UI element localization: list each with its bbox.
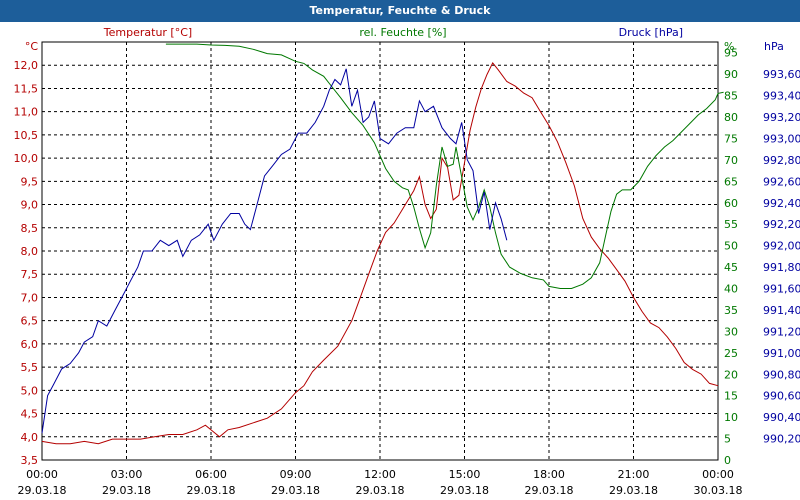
humidity-tick-label: 70 bbox=[724, 154, 738, 167]
series-line-humidity bbox=[165, 43, 724, 289]
temperature-tick-label: 9,0 bbox=[21, 199, 39, 212]
chart-title: Temperatur, Feuchte & Druck bbox=[0, 0, 800, 22]
temperature-tick-label: 11,5 bbox=[14, 82, 39, 95]
x-tick-time: 12:00 bbox=[364, 468, 396, 481]
humidity-tick-label: 95 bbox=[724, 47, 738, 60]
weather-chart: Temperatur [°C] rel. Feuchte [%] Druck [… bbox=[0, 22, 800, 500]
x-tick-time: 06:00 bbox=[195, 468, 227, 481]
pressure-tick-label: 993,60 bbox=[763, 68, 800, 81]
pressure-tick-label: 991,40 bbox=[763, 304, 800, 317]
humidity-tick-label: 65 bbox=[724, 175, 738, 188]
series-line-pressure bbox=[41, 68, 508, 434]
pressure-tick-label: 991,00 bbox=[763, 347, 800, 360]
series-line-temperature bbox=[41, 61, 719, 445]
x-tick-date: 29.03.18 bbox=[18, 484, 67, 497]
humidity-tick-label: 5 bbox=[724, 433, 731, 446]
pressure-unit: hPa bbox=[764, 40, 784, 53]
pressure-tick-label: 993,20 bbox=[763, 111, 800, 124]
x-tick-date: 29.03.18 bbox=[356, 484, 405, 497]
pressure-tick-label: 991,60 bbox=[763, 283, 800, 296]
x-tick-date: 29.03.18 bbox=[187, 484, 236, 497]
axis-ticks: 00:00 29.03.18 03:00 29.03.18 06:00 29.03.18 0… bbox=[14, 47, 800, 497]
humidity-tick-label: 60 bbox=[724, 197, 738, 210]
pressure-tick-label: 992,00 bbox=[763, 240, 800, 253]
pressure-tick-label: 990,40 bbox=[763, 411, 800, 424]
x-tick-time: 00:00 bbox=[26, 468, 58, 481]
temperature-axis-label: Temperatur [°C] bbox=[103, 26, 192, 39]
humidity-tick-label: 50 bbox=[724, 240, 738, 253]
pressure-tick-label: 990,80 bbox=[763, 368, 800, 381]
humidity-tick-label: 20 bbox=[724, 368, 738, 381]
humidity-tick-label: 35 bbox=[724, 304, 738, 317]
pressure-tick-label: 991,20 bbox=[763, 325, 800, 338]
humidity-tick-label: 75 bbox=[724, 132, 738, 145]
temperature-tick-label: 11,0 bbox=[14, 106, 39, 119]
x-tick-date: 30.03.18 bbox=[694, 484, 743, 497]
x-tick-date: 29.03.18 bbox=[440, 484, 489, 497]
x-tick-date: 29.03.18 bbox=[271, 484, 320, 497]
humidity-tick-label: 30 bbox=[724, 325, 738, 338]
temperature-tick-label: 12,0 bbox=[14, 59, 39, 72]
temperature-tick-label: 4,0 bbox=[21, 431, 39, 444]
humidity-unit: % bbox=[724, 40, 734, 53]
humidity-tick-label: 55 bbox=[724, 218, 738, 231]
x-tick-date: 29.03.18 bbox=[525, 484, 574, 497]
temperature-tick-label: 6,0 bbox=[21, 338, 39, 351]
temperature-tick-label: 8,5 bbox=[21, 222, 39, 235]
humidity-tick-label: 85 bbox=[724, 90, 738, 103]
temperature-tick-label: 9,5 bbox=[21, 175, 39, 188]
temperature-tick-label: 6,5 bbox=[21, 315, 39, 328]
pressure-tick-label: 991,80 bbox=[763, 261, 800, 274]
temperature-tick-label: 5,0 bbox=[21, 384, 39, 397]
pressure-tick-label: 992,60 bbox=[763, 175, 800, 188]
chart-grid bbox=[42, 42, 718, 460]
x-tick-time: 03:00 bbox=[111, 468, 143, 481]
humidity-tick-label: 15 bbox=[724, 390, 738, 403]
x-tick-time: 00:00 bbox=[702, 468, 734, 481]
humidity-tick-label: 80 bbox=[724, 111, 738, 124]
x-tick-date: 29.03.18 bbox=[102, 484, 151, 497]
x-tick-time: 21:00 bbox=[618, 468, 650, 481]
pressure-axis-label: Druck [hPa] bbox=[619, 26, 683, 39]
plot-frame bbox=[41, 41, 719, 461]
humidity-tick-label: 90 bbox=[724, 68, 738, 81]
x-tick-date: 29.03.18 bbox=[609, 484, 658, 497]
temperature-tick-label: 10,5 bbox=[14, 129, 39, 142]
series-lines bbox=[41, 43, 724, 445]
x-tick-time: 18:00 bbox=[533, 468, 565, 481]
temperature-tick-label: 10,0 bbox=[14, 152, 39, 165]
humidity-tick-label: 0 bbox=[724, 454, 731, 467]
pressure-tick-label: 992,80 bbox=[763, 154, 800, 167]
pressure-tick-label: 993,40 bbox=[763, 90, 800, 103]
x-tick-time: 09:00 bbox=[280, 468, 312, 481]
temperature-unit: °C bbox=[25, 40, 39, 53]
humidity-tick-label: 25 bbox=[724, 347, 738, 360]
humidity-tick-label: 45 bbox=[724, 261, 738, 274]
temperature-tick-label: 8,0 bbox=[21, 245, 39, 258]
pressure-tick-label: 992,20 bbox=[763, 218, 800, 231]
temperature-tick-label: 5,5 bbox=[21, 361, 39, 374]
pressure-tick-label: 992,40 bbox=[763, 197, 800, 210]
pressure-tick-label: 993,00 bbox=[763, 132, 800, 145]
humidity-tick-label: 10 bbox=[724, 411, 738, 424]
pressure-tick-label: 990,60 bbox=[763, 390, 800, 403]
humidity-tick-label: 40 bbox=[724, 283, 738, 296]
temperature-tick-label: 7,0 bbox=[21, 291, 39, 304]
pressure-tick-label: 990,20 bbox=[763, 433, 800, 446]
temperature-tick-label: 3,5 bbox=[21, 454, 39, 467]
x-tick-time: 15:00 bbox=[449, 468, 481, 481]
temperature-tick-label: 7,5 bbox=[21, 268, 39, 281]
temperature-tick-label: 4,5 bbox=[21, 408, 39, 421]
humidity-axis-label: rel. Feuchte [%] bbox=[359, 26, 446, 39]
